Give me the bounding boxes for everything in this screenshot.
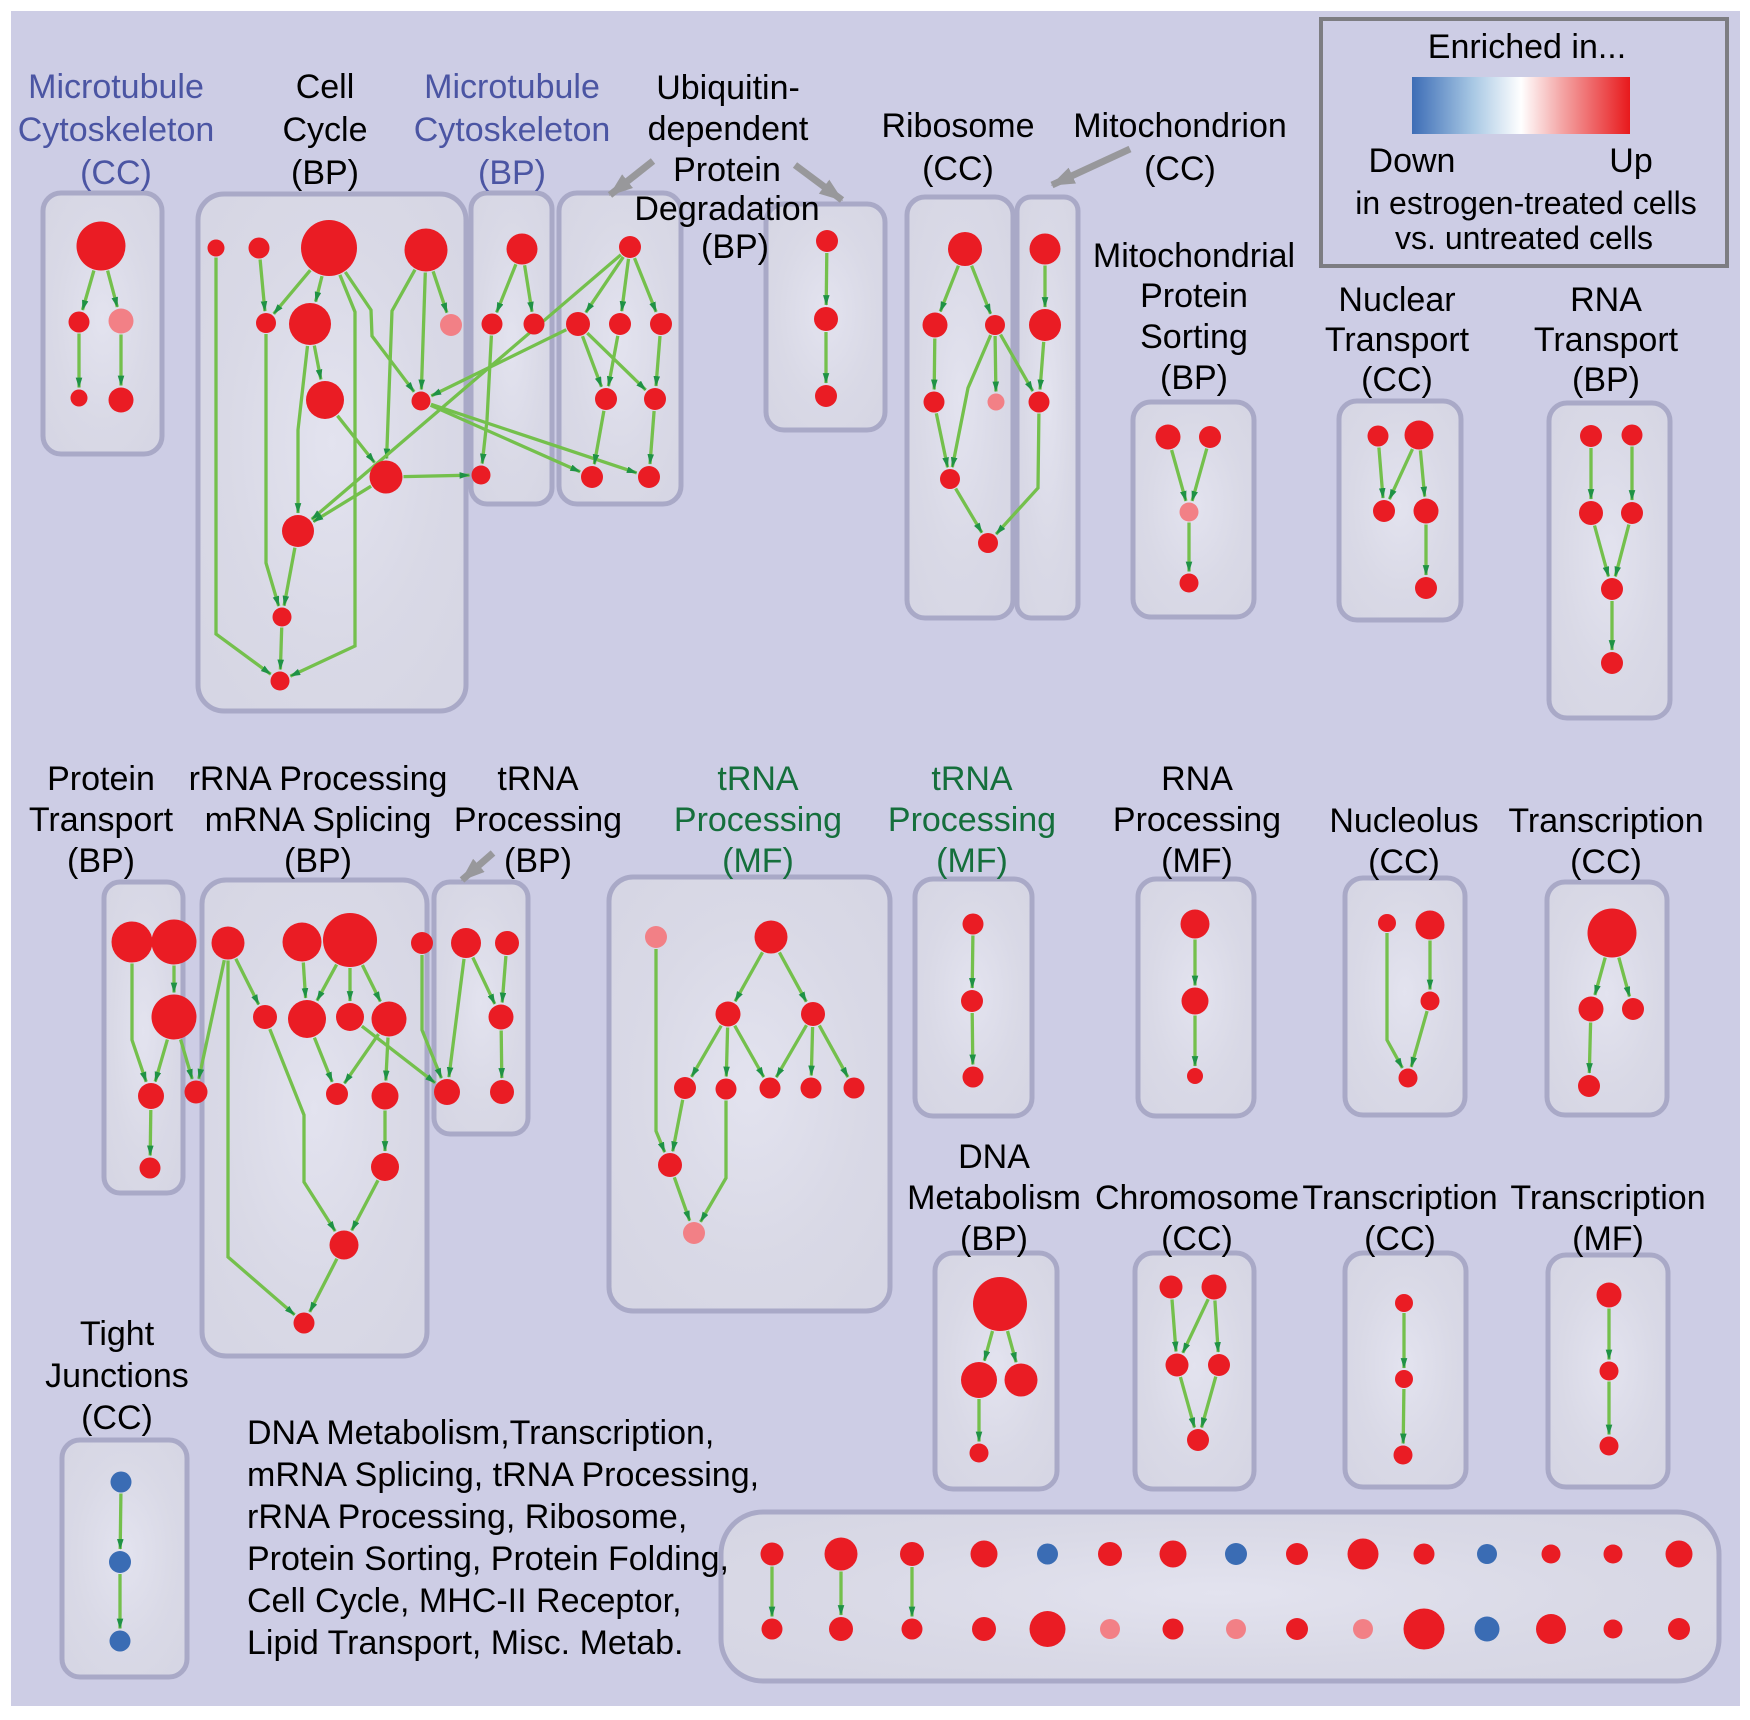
svg-text:(BP): (BP) <box>291 154 359 192</box>
svg-text:Nuclear: Nuclear <box>1338 281 1455 319</box>
svg-text:Chromosome: Chromosome <box>1095 1179 1299 1217</box>
svg-text:Transcription: Transcription <box>1508 802 1703 840</box>
svg-text:Junctions: Junctions <box>45 1357 189 1395</box>
svg-text:Tight: Tight <box>80 1315 155 1353</box>
svg-text:(CC): (CC) <box>80 154 152 192</box>
svg-text:Protein: Protein <box>1140 277 1248 315</box>
svg-text:Microtubule: Microtubule <box>424 68 600 106</box>
svg-text:Enriched in...: Enriched in... <box>1428 28 1626 66</box>
svg-text:(BP): (BP) <box>1160 359 1228 397</box>
svg-text:RNA: RNA <box>1161 760 1233 798</box>
svg-text:Processing: Processing <box>888 801 1056 839</box>
svg-text:Cell Cycle, MHC-II Receptor,: Cell Cycle, MHC-II Receptor, <box>247 1582 682 1620</box>
svg-text:rRNA Processing, Ribosome,: rRNA Processing, Ribosome, <box>247 1498 687 1536</box>
svg-text:in estrogen-treated cells: in estrogen-treated cells <box>1355 185 1697 221</box>
svg-text:(MF): (MF) <box>722 842 794 880</box>
svg-text:(BP): (BP) <box>478 154 546 192</box>
svg-text:Nucleolus: Nucleolus <box>1329 802 1478 840</box>
svg-text:DNA Metabolism,Transcription,: DNA Metabolism,Transcription, <box>247 1414 714 1452</box>
svg-text:Microtubule: Microtubule <box>28 68 204 106</box>
svg-text:Processing: Processing <box>454 801 622 839</box>
svg-text:Protein Sorting, Protein Foldi: Protein Sorting, Protein Folding, <box>247 1540 729 1578</box>
svg-text:Mitochondrial: Mitochondrial <box>1093 237 1295 275</box>
svg-text:rRNA Processing: rRNA Processing <box>189 760 448 798</box>
svg-text:(MF): (MF) <box>936 842 1008 880</box>
svg-text:tRNA: tRNA <box>497 760 579 798</box>
svg-text:Ubiquitin-: Ubiquitin- <box>656 69 800 107</box>
svg-text:(BP): (BP) <box>960 1220 1028 1258</box>
svg-text:Transcription: Transcription <box>1510 1179 1705 1217</box>
svg-text:mRNA Splicing: mRNA Splicing <box>205 801 432 839</box>
svg-text:(BP): (BP) <box>1572 361 1640 399</box>
svg-text:tRNA: tRNA <box>931 760 1013 798</box>
svg-text:(CC): (CC) <box>1368 843 1440 881</box>
svg-text:RNA: RNA <box>1570 281 1642 319</box>
svg-text:Protein: Protein <box>673 151 781 189</box>
svg-text:(CC): (CC) <box>1161 1220 1233 1258</box>
svg-text:(CC): (CC) <box>1361 361 1433 399</box>
svg-text:Cytoskeleton: Cytoskeleton <box>414 111 611 149</box>
svg-text:(CC): (CC) <box>81 1399 153 1437</box>
svg-text:(BP): (BP) <box>67 842 135 880</box>
svg-text:mRNA Splicing, tRNA Processing: mRNA Splicing, tRNA Processing, <box>247 1456 759 1494</box>
svg-text:Protein: Protein <box>47 760 155 798</box>
svg-text:Mitochondrion: Mitochondrion <box>1073 107 1287 145</box>
svg-text:(MF): (MF) <box>1572 1220 1644 1258</box>
svg-text:Ribosome: Ribosome <box>881 107 1034 145</box>
svg-text:Degradation: Degradation <box>634 190 819 228</box>
svg-text:(CC): (CC) <box>1570 843 1642 881</box>
svg-text:Metabolism: Metabolism <box>907 1179 1081 1217</box>
svg-text:Cell: Cell <box>296 68 355 106</box>
svg-text:Sorting: Sorting <box>1140 318 1248 356</box>
svg-text:(BP): (BP) <box>701 228 769 266</box>
svg-text:(BP): (BP) <box>284 842 352 880</box>
svg-text:Transport: Transport <box>1325 321 1470 359</box>
svg-text:Lipid Transport, Misc. Metab.: Lipid Transport, Misc. Metab. <box>247 1624 684 1662</box>
svg-text:vs. untreated cells: vs. untreated cells <box>1395 220 1653 256</box>
svg-text:(CC): (CC) <box>1364 1220 1436 1258</box>
svg-text:Processing: Processing <box>1113 801 1281 839</box>
svg-text:Cytoskeleton: Cytoskeleton <box>18 111 215 149</box>
svg-text:Transport: Transport <box>29 801 174 839</box>
svg-text:tRNA: tRNA <box>717 760 799 798</box>
svg-text:(CC): (CC) <box>1144 150 1216 188</box>
svg-text:(MF): (MF) <box>1161 842 1233 880</box>
svg-text:Processing: Processing <box>674 801 842 839</box>
svg-text:Cycle: Cycle <box>282 111 367 149</box>
svg-text:dependent: dependent <box>648 110 809 148</box>
svg-text:(BP): (BP) <box>504 842 572 880</box>
svg-text:Up: Up <box>1609 142 1652 180</box>
svg-text:DNA: DNA <box>958 1138 1030 1176</box>
svg-text:Down: Down <box>1369 142 1456 180</box>
svg-text:Transport: Transport <box>1534 321 1679 359</box>
svg-text:(CC): (CC) <box>922 150 994 188</box>
svg-text:Transcription: Transcription <box>1302 1179 1497 1217</box>
